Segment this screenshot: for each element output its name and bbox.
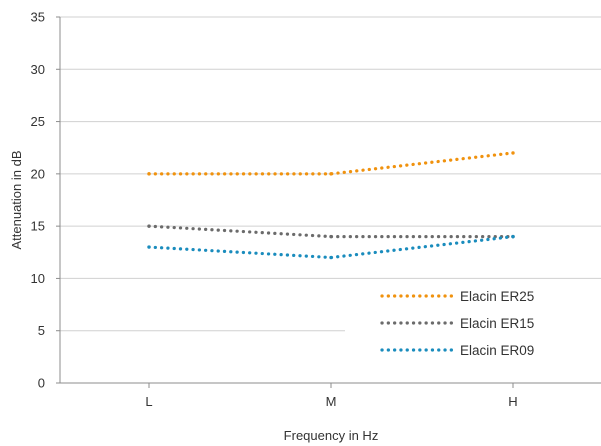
x-tick-label: M xyxy=(326,394,337,409)
x-axis-title: Frequency in Hz xyxy=(284,428,379,443)
legend-label: Elacin ER25 xyxy=(460,289,534,304)
y-tick-labels: 0 5 10 15 20 25 30 35 xyxy=(31,10,45,391)
data-point-elacin-er09 xyxy=(147,245,151,249)
y-tick-label: 35 xyxy=(31,10,45,25)
legend-label: Elacin ER15 xyxy=(460,316,534,331)
data-point-elacin-er25 xyxy=(329,172,333,176)
data-point-elacin-er15 xyxy=(147,224,151,228)
y-axis-title: Attenuation in dB xyxy=(9,150,24,249)
data-point-elacin-er09 xyxy=(511,234,515,239)
series-line-elacin-er25 xyxy=(147,151,515,176)
data-point-elacin-er25 xyxy=(147,172,151,176)
data-point-elacin-er15 xyxy=(329,234,333,239)
y-tick-label: 10 xyxy=(31,271,45,286)
y-tick-label: 25 xyxy=(31,114,45,129)
series-line-elacin-er09 xyxy=(147,235,515,260)
data-point-elacin-er09 xyxy=(329,255,333,260)
data-point-elacin-er25 xyxy=(511,151,515,155)
legend: Elacin ER25 Elacin ER15 Elacin ER09 xyxy=(345,282,601,366)
y-tick-label: 5 xyxy=(38,323,45,338)
y-tick-label: 30 xyxy=(31,62,45,77)
y-tick-label: 20 xyxy=(31,166,45,181)
y-tick-label: 15 xyxy=(31,219,45,234)
series-lines xyxy=(147,151,515,260)
y-tick-label: 0 xyxy=(38,376,45,391)
x-tick-label: H xyxy=(508,394,517,409)
x-tick-label: L xyxy=(145,394,152,409)
legend-label: Elacin ER09 xyxy=(460,343,534,358)
